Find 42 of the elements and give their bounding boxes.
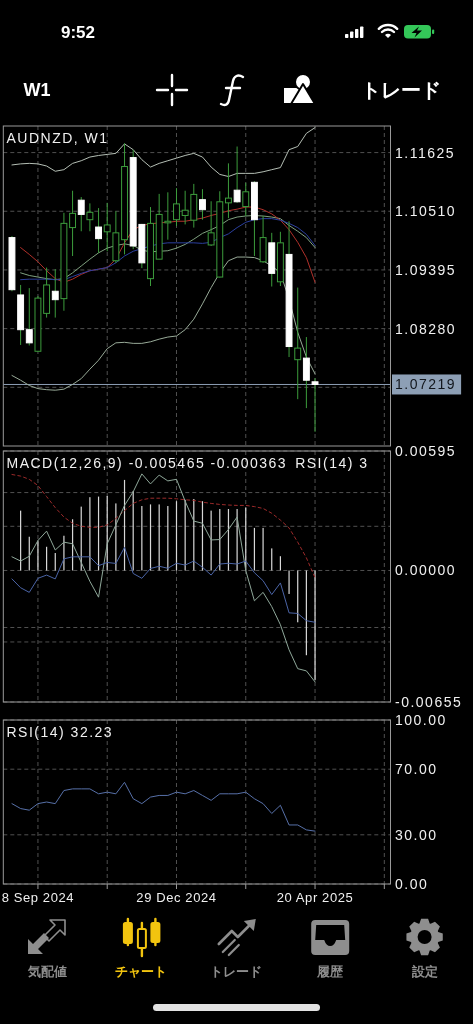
candlestick bbox=[95, 207, 102, 254]
text: 9:52 bbox=[60, 22, 96, 42]
text: トレード bbox=[209, 963, 262, 979]
x-tick-label: 29 Dec 2024 bbox=[136, 889, 217, 905]
y-tick-label: 1.08280 bbox=[395, 320, 457, 337]
line-series bbox=[11, 546, 316, 623]
y-tick-label: -0.00655 bbox=[395, 694, 463, 710]
chart-subtitle: RSI(14) 3 bbox=[295, 455, 369, 471]
text: 履歴 bbox=[316, 963, 345, 979]
y-tick-label: 0.00595 bbox=[395, 443, 457, 459]
y-tick-label: 0.00 bbox=[395, 876, 429, 892]
candlestick bbox=[225, 162, 232, 219]
line-series bbox=[11, 473, 316, 683]
chart-title: RSI(14) 32.23 bbox=[6, 724, 114, 740]
candlestick bbox=[173, 187, 180, 227]
y-tick-label: 100.00 bbox=[395, 712, 447, 728]
candlestick bbox=[199, 188, 206, 221]
y-tick-label: 1.09395 bbox=[395, 261, 457, 278]
y-tick-label: 70.00 bbox=[395, 761, 438, 778]
x-tick-label: 8 Sep 2024 bbox=[1, 889, 75, 905]
text: トレード bbox=[361, 79, 441, 101]
line-series bbox=[11, 473, 316, 579]
ref-line-label: 1.07219 bbox=[395, 376, 457, 393]
candlestick bbox=[86, 202, 94, 232]
text: W1 bbox=[23, 80, 51, 100]
chart-title: AUDNZD, W1 bbox=[6, 130, 109, 146]
candlestick bbox=[242, 182, 250, 217]
y-tick-label: 0.00000 bbox=[395, 562, 457, 579]
y-tick-label: 1.11625 bbox=[395, 144, 456, 161]
chart-title: MACD(12,26,9) -0.005465 -0.000363 bbox=[6, 455, 288, 471]
text: チャート bbox=[115, 963, 168, 979]
x-tick-label: 20 Apr 2025 bbox=[276, 889, 354, 905]
y-tick-label: 30.00 bbox=[395, 826, 438, 843]
line-series bbox=[11, 781, 316, 832]
candlestick bbox=[302, 336, 310, 409]
line-series bbox=[11, 256, 316, 391]
text: 設定 bbox=[410, 963, 438, 979]
candlestick bbox=[294, 287, 302, 400]
candlestick bbox=[103, 202, 111, 252]
text: 気配値 bbox=[26, 963, 67, 979]
y-tick-label: 1.10510 bbox=[395, 203, 457, 220]
candlestick bbox=[311, 377, 319, 433]
